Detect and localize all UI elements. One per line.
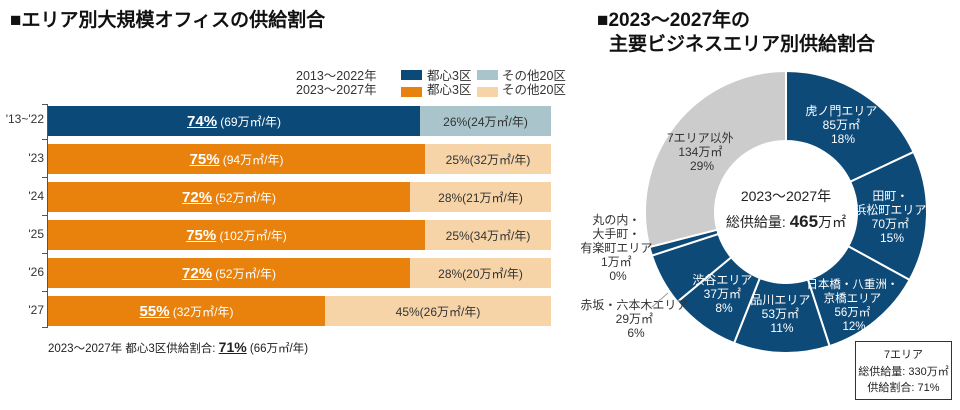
- svg-text:総供給量: 465万㎡: 総供給量: 465万㎡: [726, 212, 846, 231]
- svg-text:2023～2027年: 2023～2027年: [741, 188, 831, 204]
- svg-text:赤坂・六本木エリア 29万㎡ 6%: 赤坂・六本木エリア 29万㎡ 6%: [580, 298, 691, 340]
- svg-text:丸の内・ 大手町・ 有楽町エリア: 丸の内・ 大手町・ 有楽町エリア 1万㎡ 0%: [580, 213, 655, 283]
